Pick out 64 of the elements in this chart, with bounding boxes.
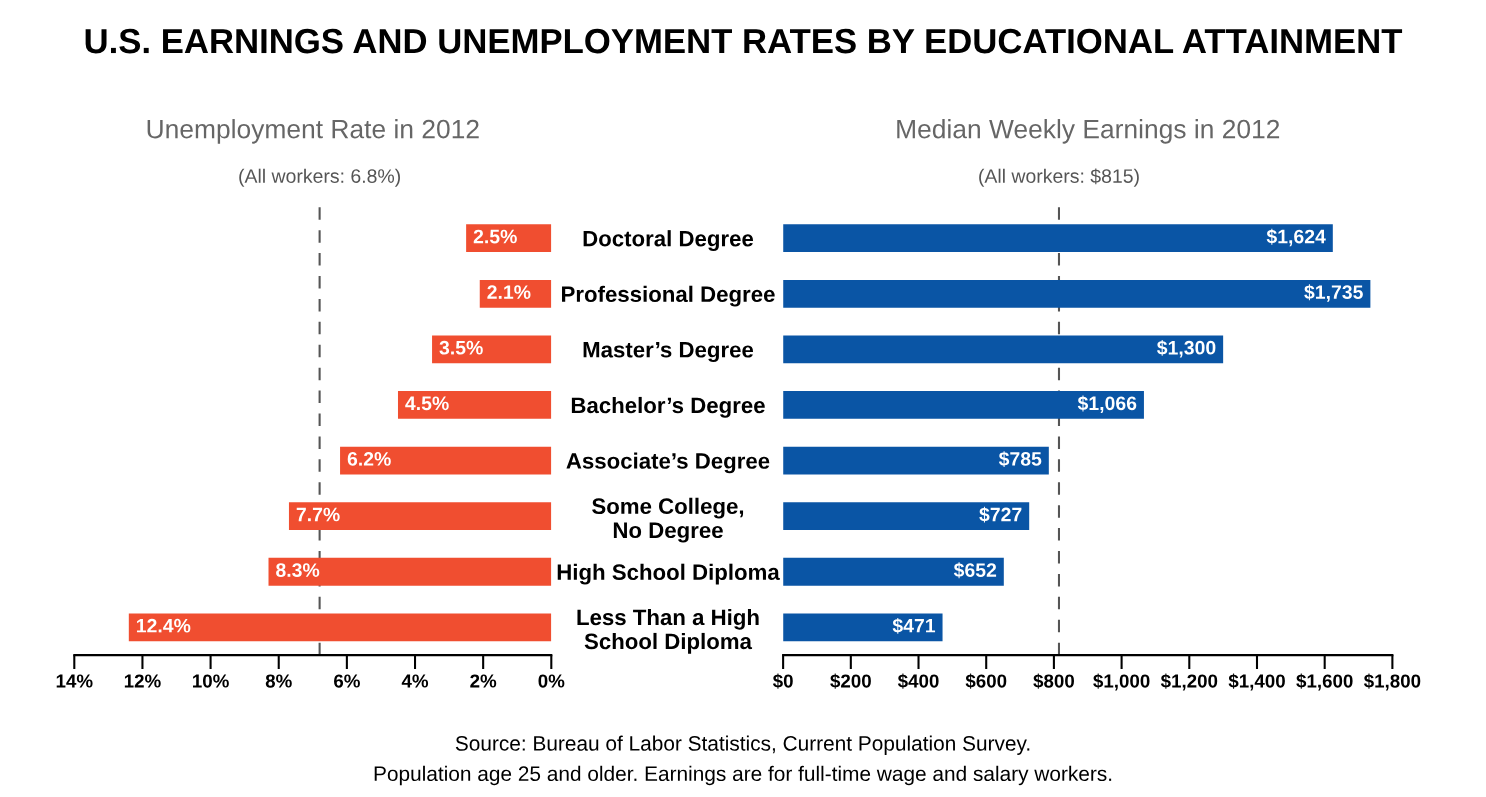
ref-line-label: (All workers: $815) [979, 168, 1139, 187]
text: U.S. EARNINGS AND UNEMPLOYMENT RATES BY EDUCATIONAL ATTAINMENT [85, 28, 1403, 54]
bar [340, 446, 552, 475]
bar [783, 224, 1333, 253]
x-tick-label: $400 [897, 673, 939, 689]
x-tick-label: 2% [470, 674, 497, 688]
source-note: Source: Bureau of Labor Statistics, Current Population Survey. [455, 735, 1030, 755]
data-label: 2.5% [473, 229, 517, 244]
x-tick-label: $600 [965, 673, 1007, 689]
y-tick-label: Less Than a High School Diploma [577, 608, 759, 654]
bar [783, 335, 1224, 364]
data-label: $1,624 [1266, 228, 1326, 247]
data-label: 2.1% [487, 285, 531, 299]
x-tick-label: $1,400 [1228, 673, 1285, 691]
data-label: 6.2% [347, 452, 391, 466]
bar [783, 502, 1030, 531]
y-tick-label: High School Diploma [557, 563, 780, 585]
bar [128, 613, 552, 642]
bar [783, 279, 1371, 308]
bar [432, 335, 552, 364]
data-label: $727 [979, 506, 1022, 523]
x-tick-label: $200 [830, 673, 871, 689]
bar [783, 446, 1049, 475]
x-tick-label: $1,800 [1363, 673, 1421, 691]
data-label: 3.5% [439, 340, 483, 355]
data-label: 8.3% [276, 563, 320, 577]
y-tick-label: Bachelor’s Degree [571, 396, 765, 418]
data-label: 12.4% [136, 618, 191, 633]
ref-line-label: (All workers: 6.8%) [239, 168, 400, 187]
y-tick-label: Some College, No Degree [592, 497, 744, 543]
data-label: 4.5% [405, 396, 449, 411]
y-tick-label: Master’s Degree [583, 342, 754, 363]
x-tick-label: $1,000 [1093, 673, 1150, 691]
bar [397, 391, 552, 419]
x-tick-label: 6% [334, 674, 360, 688]
data-label: $1,066 [1077, 395, 1137, 413]
data-label: $785 [998, 451, 1042, 468]
x-tick-label: 12% [124, 674, 161, 688]
x-tick-label: $1,200 [1160, 673, 1218, 691]
x-tick-label: $0 [772, 673, 793, 689]
chart-subtitle: Median Weekly Earnings in 2012 [897, 119, 1280, 144]
x-tick-label: 8% [265, 674, 292, 688]
data-label: $652 [953, 562, 997, 579]
bar [268, 557, 552, 586]
data-label: $471 [892, 617, 936, 634]
x-tick-label: 0% [538, 674, 565, 688]
data-label: $1,300 [1156, 339, 1216, 358]
y-tick-label: Professional Degree [562, 285, 775, 307]
data-label: 7.7% [296, 507, 340, 522]
y-tick-label: Doctoral Degree [583, 230, 754, 251]
y-tick-label: Associate’s Degree [566, 452, 770, 474]
bar [783, 613, 943, 642]
bar [466, 224, 552, 253]
x-tick-label: 10% [193, 674, 229, 688]
bar [783, 557, 1004, 586]
text: Population age 25 and older. Earnings are for full-time wage and salary workers. [374, 765, 1112, 786]
x-tick-label: $1,600 [1296, 673, 1353, 691]
data-label: $1,735 [1304, 284, 1363, 302]
chart-subtitle: Unemployment Rate in 2012 [147, 119, 479, 144]
bar [288, 502, 552, 531]
bar [783, 391, 1144, 419]
x-tick-label: 14% [56, 674, 93, 688]
x-tick-label: $800 [1033, 673, 1074, 689]
x-tick-label: 4% [401, 674, 429, 688]
